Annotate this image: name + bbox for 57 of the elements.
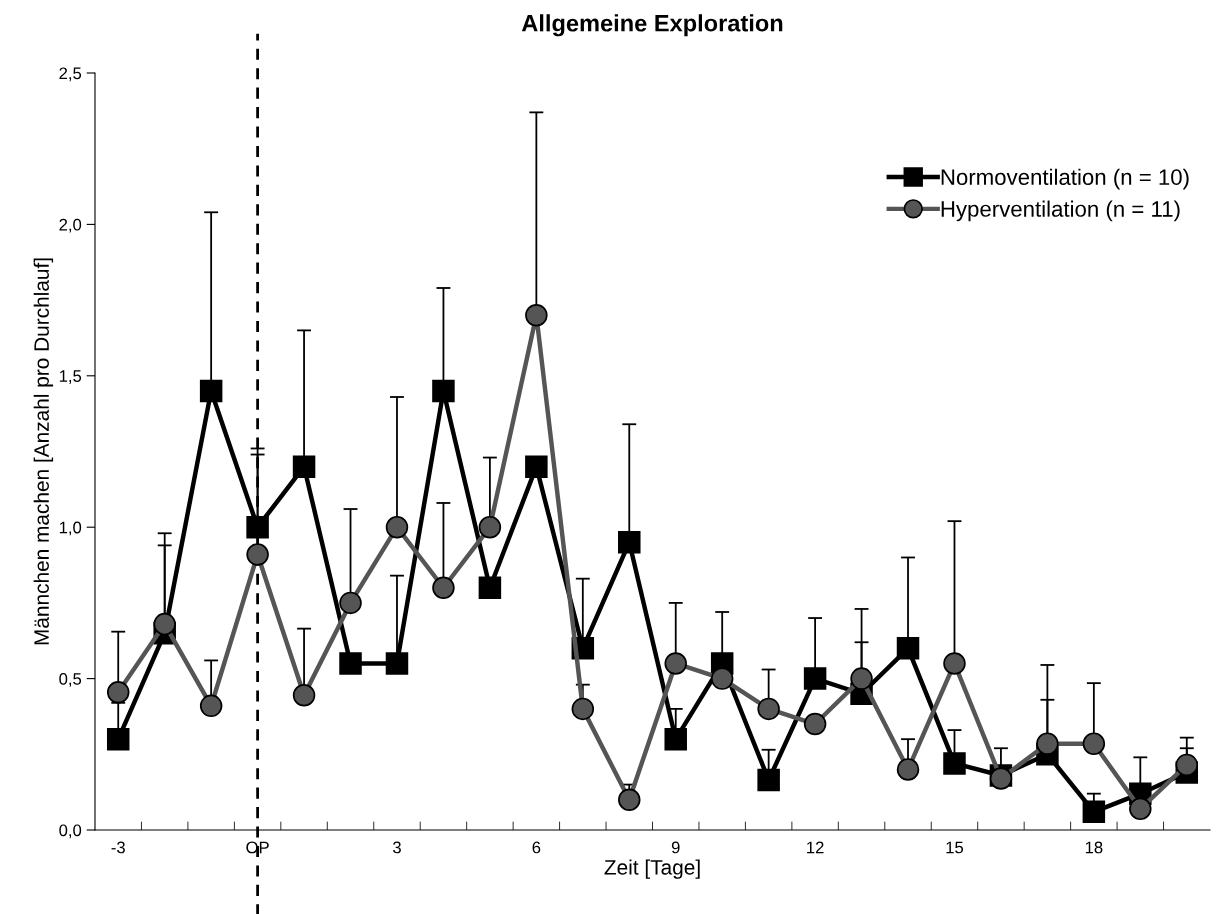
point [525, 455, 548, 478]
point [292, 455, 316, 478]
point [943, 652, 966, 675]
x-tick-label: 9 [671, 841, 680, 854]
point [664, 652, 687, 675]
y-tick-label: 2,0 [59, 218, 82, 233]
point [710, 667, 734, 690]
point [292, 684, 316, 707]
x-tick-label: 6 [532, 841, 541, 854]
x-tick-label: 15 [946, 841, 964, 854]
x-axis-title: Zeit [Tage] [604, 859, 700, 879]
point [432, 379, 455, 403]
point [1036, 732, 1059, 755]
point [1082, 800, 1106, 824]
point [664, 727, 687, 751]
point [896, 758, 920, 781]
x-tick-label: 18 [1085, 841, 1103, 854]
legend-label: Normoventilation (n = 10) [941, 168, 1189, 190]
point [757, 697, 780, 721]
y-axis-title: Männchen machen [Anzahl pro Durchlauf] [33, 258, 54, 645]
chart-title: Allgemeine Exploration [521, 14, 783, 37]
point [618, 531, 641, 554]
point [106, 680, 130, 704]
y-tick-label: 1,0 [59, 521, 82, 536]
x-tick-label: -3 [111, 841, 125, 854]
y-tick-label: 2,5 [59, 67, 82, 82]
x-tick-label: OP [246, 841, 269, 854]
legend-label: Hyperventilation (n = 11) [941, 200, 1180, 222]
point [803, 667, 827, 690]
point [757, 768, 780, 792]
point [199, 379, 223, 403]
point [385, 515, 409, 539]
point [1175, 753, 1199, 777]
point [850, 667, 873, 690]
x-tick-label: 12 [807, 841, 824, 854]
point [246, 515, 269, 539]
point [153, 612, 176, 636]
point [525, 303, 548, 327]
point [246, 543, 269, 566]
point [199, 694, 223, 718]
point [432, 576, 455, 600]
point [106, 727, 130, 751]
y-tick-label: 1,5 [59, 370, 82, 384]
point [478, 576, 502, 600]
point [1082, 732, 1106, 755]
point [571, 697, 595, 721]
y-tick-label: 0,5 [59, 673, 82, 687]
point [943, 752, 966, 775]
point [339, 591, 362, 615]
point [385, 652, 409, 675]
point [478, 515, 502, 539]
point [1129, 797, 1152, 821]
point [896, 637, 920, 660]
x-tick-label: 3 [392, 841, 401, 854]
point [803, 712, 827, 736]
y-tick-label: 0,0 [59, 824, 82, 839]
point [339, 652, 362, 675]
